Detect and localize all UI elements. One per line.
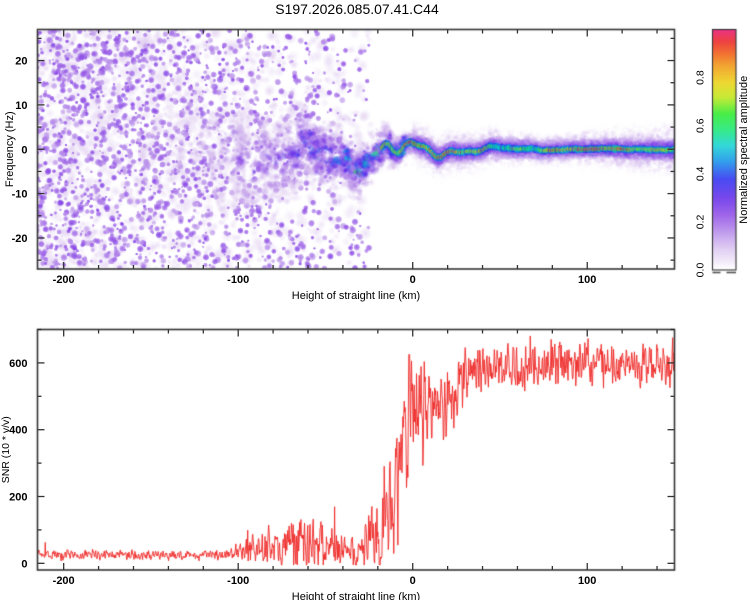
svg-text:0.6: 0.6 [695, 118, 707, 133]
svg-text:600: 600 [9, 358, 27, 370]
svg-text:20: 20 [15, 56, 27, 68]
svg-text:-100: -100 [227, 274, 249, 286]
svg-text:Height of straight line (km): Height of straight line (km) [292, 591, 420, 600]
svg-text:Normalized spectral amplitude: Normalized spectral amplitude [738, 76, 750, 224]
svg-text:Height of straight line (km): Height of straight line (km) [292, 290, 420, 302]
svg-text:100: 100 [578, 575, 596, 587]
svg-text:0.2: 0.2 [695, 214, 707, 229]
svg-text:10: 10 [15, 100, 27, 112]
svg-text:0: 0 [21, 144, 27, 156]
svg-text:-100: -100 [227, 575, 249, 587]
svg-text:S197.2026.085.07.41.C44: S197.2026.085.07.41.C44 [275, 1, 439, 17]
svg-text:0.0: 0.0 [695, 263, 707, 278]
svg-text:200: 200 [9, 492, 27, 504]
svg-text:0: 0 [410, 274, 416, 286]
svg-text:Frequency (Hz): Frequency (Hz) [4, 111, 16, 187]
svg-text:400: 400 [9, 425, 27, 437]
svg-text:-20: -20 [12, 233, 28, 245]
svg-text:0: 0 [410, 575, 416, 587]
svg-text:-200: -200 [53, 274, 75, 286]
svg-text:-200: -200 [53, 575, 75, 587]
svg-text:0: 0 [21, 558, 27, 570]
svg-text:-10: -10 [12, 189, 28, 201]
svg-text:0.8: 0.8 [695, 70, 707, 85]
svg-text:100: 100 [578, 274, 596, 286]
svg-text:0.4: 0.4 [695, 166, 707, 181]
